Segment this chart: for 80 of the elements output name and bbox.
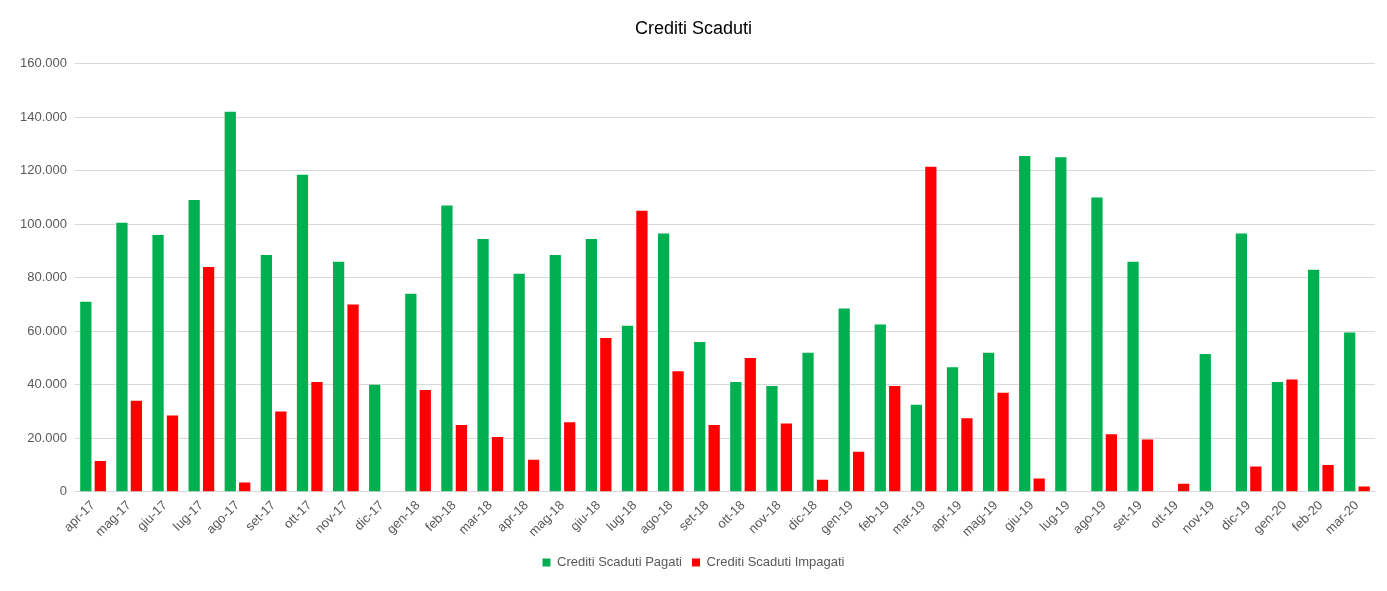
legend-label: Crediti Scaduti Pagati	[556, 554, 683, 570]
bar	[708, 424, 720, 492]
bar	[657, 233, 670, 492]
bar	[1344, 332, 1356, 492]
bar	[838, 308, 850, 492]
bar	[997, 392, 1009, 492]
bar	[621, 325, 634, 492]
bar	[549, 254, 561, 492]
y-tick-label: 60.000	[27, 322, 67, 338]
bar	[1307, 269, 1320, 492]
bar	[802, 352, 814, 492]
bar	[332, 261, 345, 492]
y-tick-label: 140.000	[19, 108, 67, 124]
bar	[260, 254, 273, 492]
bar	[1019, 155, 1031, 492]
bar	[1235, 233, 1248, 492]
bar	[694, 341, 706, 492]
bar	[852, 451, 865, 492]
bar	[766, 386, 778, 492]
bar	[780, 423, 793, 492]
bar	[564, 422, 576, 492]
bar	[347, 304, 359, 492]
bar	[1358, 486, 1370, 492]
bar	[1091, 197, 1103, 492]
bar	[130, 400, 143, 492]
bar	[239, 482, 251, 492]
bar	[152, 234, 164, 492]
bar	[961, 418, 973, 492]
bar	[224, 111, 236, 492]
bar	[311, 382, 323, 492]
bar	[1141, 439, 1154, 492]
bar	[730, 382, 742, 492]
y-tick-label: 0	[59, 483, 67, 499]
bar	[889, 386, 901, 492]
bar	[419, 390, 431, 492]
bar	[1271, 382, 1284, 492]
y-tick-label: 20.000	[27, 429, 67, 445]
bar	[116, 222, 128, 492]
bar	[1322, 465, 1334, 492]
bar	[296, 174, 309, 492]
bar	[1177, 483, 1190, 492]
bar	[1127, 261, 1139, 492]
bar	[874, 324, 886, 492]
bar	[202, 267, 215, 492]
bar	[491, 436, 504, 492]
y-tick-label: 120.000	[19, 162, 67, 178]
bar	[188, 200, 200, 492]
bar	[982, 352, 995, 492]
bar	[166, 415, 179, 492]
bar	[513, 273, 525, 492]
bar	[816, 479, 829, 492]
bar	[1055, 157, 1067, 492]
bar	[369, 384, 381, 492]
chart-title: Crediti Scaduti	[634, 17, 753, 38]
bar	[405, 293, 417, 492]
legend-label: Crediti Scaduti Impagati	[706, 554, 845, 570]
bar	[946, 367, 959, 492]
y-tick-label: 160.000	[19, 55, 67, 71]
bar	[1105, 434, 1118, 492]
bar	[94, 461, 106, 492]
bar	[1033, 478, 1045, 492]
bar	[441, 205, 453, 492]
bar	[275, 411, 287, 492]
bar	[527, 459, 540, 492]
bar	[925, 166, 937, 492]
bar	[744, 357, 756, 492]
bar	[477, 238, 489, 492]
bar	[585, 238, 598, 492]
bar	[455, 424, 468, 492]
bar	[80, 301, 92, 492]
bar	[1250, 466, 1262, 492]
bar	[1199, 353, 1211, 492]
bar	[600, 337, 612, 492]
bar	[1286, 379, 1298, 492]
bar	[636, 210, 648, 492]
y-tick-label: 100.000	[19, 215, 67, 231]
bar	[672, 371, 684, 492]
y-tick-label: 40.000	[27, 376, 67, 392]
bar	[910, 404, 923, 492]
y-tick-label: 80.000	[27, 269, 67, 285]
